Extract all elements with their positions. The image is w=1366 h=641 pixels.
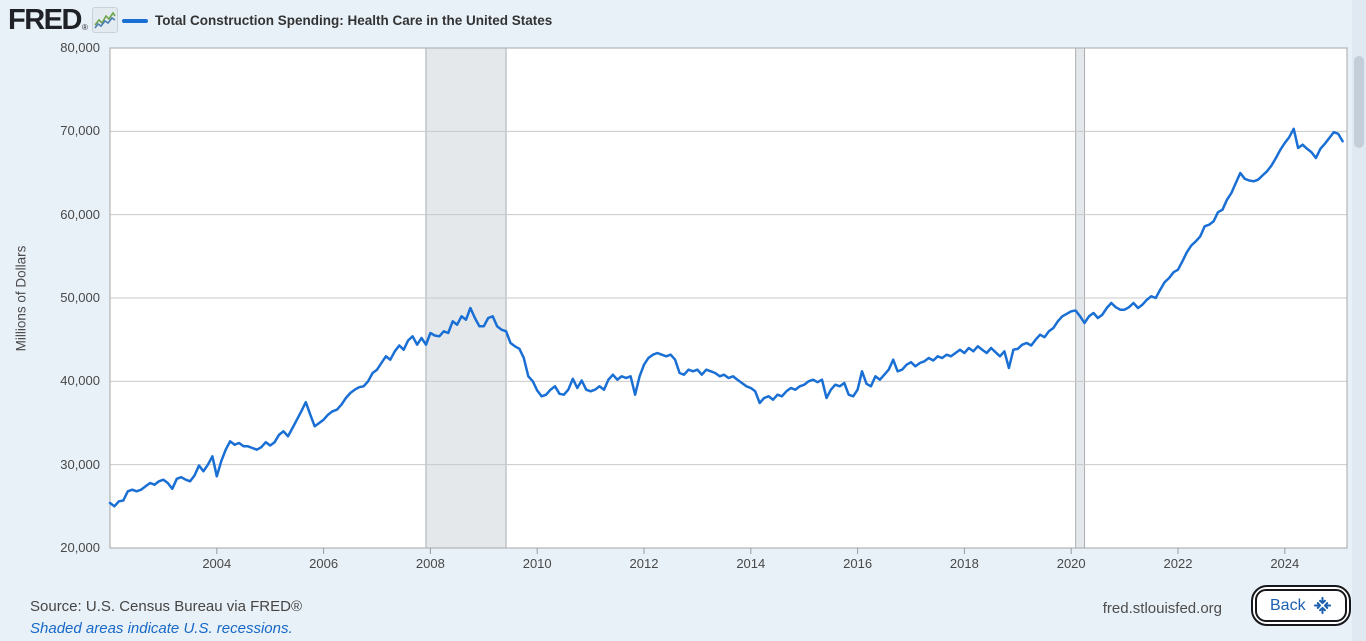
x-axis-tick-label: 2022 xyxy=(1163,556,1193,571)
fred-logo-text: FRED xyxy=(8,4,82,36)
y-axis-tick-label: 40,000 xyxy=(60,373,100,389)
fred-logo: FRED ® xyxy=(8,5,118,35)
chart-legend: Total Construction Spending: Health Care… xyxy=(122,13,552,28)
x-axis-tick-label: 2018 xyxy=(949,556,979,571)
x-axis-tick-label: 2008 xyxy=(415,556,445,571)
source-text: Source: U.S. Census Bureau via FRED® xyxy=(30,598,302,615)
y-axis-tick-label: 50,000 xyxy=(60,290,100,305)
y-axis-tick-label: 80,000 xyxy=(60,40,100,55)
x-axis-tick-label: 2006 xyxy=(309,556,339,571)
site-url-text: fred.stlouisfed.org xyxy=(1102,600,1222,617)
recession-note-text: Shaded areas indicate U.S. recessions. xyxy=(30,620,293,637)
back-button[interactable]: Back xyxy=(1251,585,1351,626)
x-axis-tick-label: 2012 xyxy=(629,556,659,571)
x-axis-tick-label: 2024 xyxy=(1270,556,1300,571)
y-axis-tick-label: 20,000 xyxy=(60,540,100,555)
y-axis-tick-label: 30,000 xyxy=(60,456,100,472)
x-axis-tick-label: 2016 xyxy=(843,556,873,571)
legend-line-swatch xyxy=(122,18,148,23)
x-axis-tick-label: 2004 xyxy=(202,556,232,571)
y-axis-tick-label: 70,000 xyxy=(60,123,100,139)
fred-sparkline-icon xyxy=(91,7,118,33)
back-button-inner[interactable]: Back xyxy=(1255,589,1347,622)
collapse-arrows-icon xyxy=(1313,596,1332,615)
x-axis-tick-label: 2010 xyxy=(522,556,552,571)
back-button-label[interactable]: Back xyxy=(1270,596,1306,614)
x-axis-tick-label: 2014 xyxy=(736,556,766,571)
page-scrollbar-track[interactable] xyxy=(1352,0,1366,641)
chart-header: FRED ® Total Construction Spending: Healt… xyxy=(0,0,1366,42)
data-line-series xyxy=(108,127,1344,508)
plot-border xyxy=(109,47,1348,549)
legend-series-label: Total Construction Spending: Health Care… xyxy=(155,13,553,28)
x-axis-tick-label: 2020 xyxy=(1056,556,1086,571)
fred-logo-registered-mark: ® xyxy=(81,23,88,32)
y-axis-tick-label: 60,000 xyxy=(60,206,100,222)
page-scrollbar-thumb[interactable] xyxy=(1354,56,1364,148)
